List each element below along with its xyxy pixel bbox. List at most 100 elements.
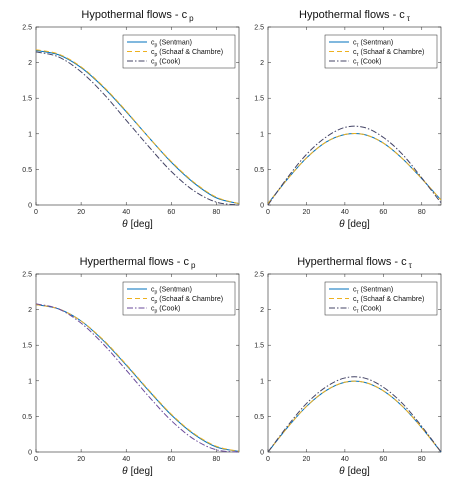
y-tick-label: 1 [260, 131, 264, 138]
legend-box [324, 281, 438, 316]
y-tick-label: 2.5 [22, 25, 32, 32]
legend-entry: cp (Sentman) [151, 287, 192, 296]
x-axis-symbol: θ [122, 219, 128, 230]
legend-label: (Schaaf & Chambre) [360, 296, 424, 303]
y-tick-label: 1 [28, 378, 32, 385]
x-tick-label: 60 [379, 209, 387, 216]
legend-subscript: τ [357, 309, 359, 315]
legend-symbol: c [151, 40, 155, 47]
legend-entry: cτ (Schaaf & Chambre) [353, 49, 424, 58]
legend-symbol: c [151, 59, 155, 66]
y-tick-label: 0.5 [22, 167, 32, 174]
x-axis-symbol: θ [122, 466, 128, 477]
chart-title-text: Hyperthermal flows - c [297, 256, 407, 268]
y-tick-label: 1.5 [254, 343, 264, 350]
legend-entry: cτ (Sentman) [353, 287, 393, 296]
x-axis-unit: [deg] [348, 466, 370, 477]
x-axis-unit: [deg] [348, 219, 370, 230]
series-line-1 [267, 132, 442, 204]
legend-label: (Sentman) [159, 287, 192, 294]
chart-panel-3: Hyperthermal flows - c p0 20 40 60 8000.511.5… [22, 256, 240, 477]
legend-symbol: c [353, 296, 357, 303]
legend-entry: cτ (Cook) [353, 59, 382, 68]
legend-symbol: c [151, 306, 155, 313]
y-tick-label: 0.5 [22, 414, 32, 421]
chart-title-text: Hypothermal flows - c [81, 9, 187, 21]
legend-label: (Schaaf & Chambre) [360, 49, 424, 56]
legend-entry: cp (Sentman) [151, 40, 192, 49]
legend-symbol: c [353, 306, 357, 313]
x-tick-label: 60 [379, 456, 387, 463]
legend-symbol: c [353, 287, 357, 294]
chart-panel-4: Hyperthermal flows - c τ0 20 40 60 8000.511.5… [254, 256, 442, 477]
legend-symbol: c [151, 49, 155, 56]
series-line-2 [267, 380, 442, 453]
legend-entry: cτ (Sentman) [353, 40, 393, 49]
legend: cτ (Sentman)cτ (Schaaf & Chambre)cτ (Cook) [324, 281, 438, 316]
chart-title-subscript: p [189, 14, 194, 23]
legend-subscript: p [155, 62, 158, 68]
y-tick-label: 2 [260, 307, 264, 314]
y-tick-label: 2.5 [254, 272, 264, 279]
legend: cp (Sentman)cp (Schaaf & Chambre)cp (Cook) [122, 34, 236, 69]
legend-subscript: p [155, 299, 158, 305]
legend-entry: cp (Schaaf & Chambre) [151, 296, 223, 305]
series-line-3 [35, 303, 240, 453]
x-tick-label: 60 [167, 209, 175, 216]
x-tick-label: 40 [122, 456, 130, 463]
x-axis-label: θ [deg] [339, 466, 370, 477]
plot-area-box [35, 273, 240, 453]
series-line-3 [267, 376, 442, 453]
x-tick-label: 40 [122, 209, 130, 216]
y-tick-label: 0 [260, 450, 264, 457]
legend-subscript: p [155, 290, 158, 296]
x-tick-label: 20 [303, 209, 311, 216]
legend-entry: cp (Cook) [151, 306, 180, 315]
legend-entry: cτ (Schaaf & Chambre) [353, 296, 424, 305]
legend-box [122, 281, 236, 316]
legend-label: (Schaaf & Chambre) [159, 49, 223, 56]
plot-area-box [267, 273, 442, 453]
legend-subscript: τ [357, 62, 359, 68]
legend-label: (Schaaf & Chambre) [159, 296, 223, 303]
y-tick-label: 1.5 [22, 96, 32, 103]
chart-title-text: Hyperthermal flows - c [80, 256, 190, 268]
chart-title-subscript: τ [407, 14, 411, 23]
series-line-3 [267, 125, 442, 206]
series-line-2 [35, 304, 240, 452]
x-tick-label: 20 [77, 209, 85, 216]
y-tick-label: 2 [260, 60, 264, 67]
y-tick-label: 2 [28, 307, 32, 314]
x-tick-label: 80 [213, 209, 221, 216]
x-tick-label: 80 [418, 456, 426, 463]
y-tick-label: 0 [28, 450, 32, 457]
y-tick-label: 0.5 [254, 414, 264, 421]
legend-symbol: c [353, 49, 357, 56]
legend-subscript: τ [357, 290, 359, 296]
chart-title-subscript: τ [409, 261, 413, 270]
legend-entry: cp (Schaaf & Chambre) [151, 49, 223, 58]
x-axis-label: θ [deg] [339, 219, 370, 230]
y-tick-label: 1 [28, 131, 32, 138]
x-tick-label: 0 [34, 456, 38, 463]
plot-area-box [267, 26, 442, 206]
y-tick-label: 1.5 [254, 96, 264, 103]
legend-entry: cp (Cook) [151, 59, 180, 68]
chart-panel-1: Hypothermal flows - c p0 20 40 60 8000.511.52… [22, 9, 240, 230]
legend-subscript: τ [357, 299, 359, 305]
series-line-2 [267, 132, 442, 204]
legend-subscript: p [155, 309, 158, 315]
legend-entry: cτ (Cook) [353, 306, 382, 315]
series-line-1 [35, 50, 240, 205]
x-axis-unit: [deg] [131, 219, 153, 230]
legend: cτ (Sentman)cτ (Schaaf & Chambre)cτ (Cook) [324, 34, 438, 69]
x-tick-label: 20 [77, 456, 85, 463]
y-tick-label: 2 [28, 60, 32, 67]
y-tick-label: 2.5 [254, 25, 264, 32]
chart-panel-2: Hypothermal flows - c τ0 20 40 60 8000.511.52… [254, 9, 442, 230]
legend-label: (Cook) [360, 306, 381, 313]
legend-symbol: c [353, 40, 357, 47]
legend-symbol: c [151, 296, 155, 303]
plot-area-box [35, 26, 240, 206]
